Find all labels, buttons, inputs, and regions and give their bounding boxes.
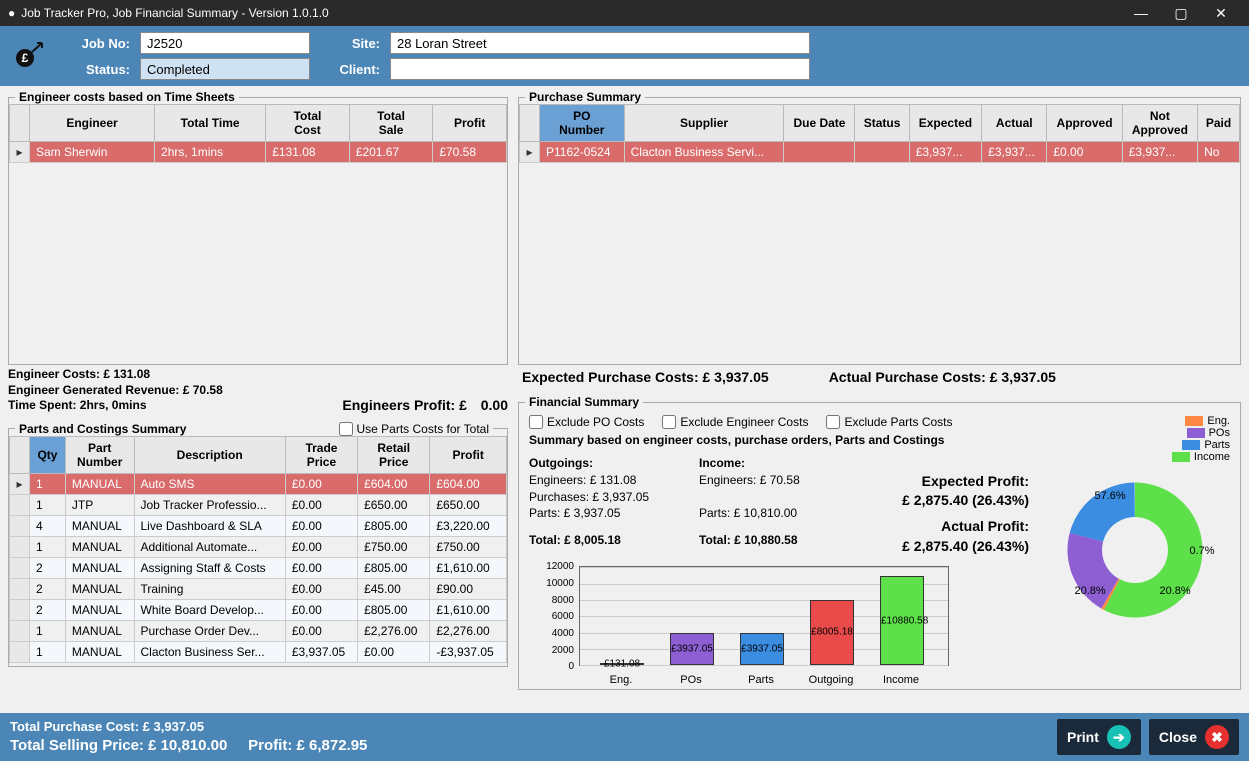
in-engineers: Engineers: £ 70.58 [699, 472, 869, 489]
engineer-col-header[interactable]: Engineer [30, 105, 155, 142]
close-icon[interactable]: ✕ [1201, 5, 1241, 22]
engineer-col-header[interactable]: TotalSale [349, 105, 433, 142]
table-row[interactable]: 1MANUALAdditional Automate...£0.00£750.0… [10, 536, 507, 557]
actual-profit-label: Actual Profit: [869, 517, 1029, 537]
purchase-table[interactable]: PONumberSupplierDue DateStatusExpectedAc… [519, 104, 1240, 163]
status-input[interactable] [140, 58, 310, 80]
income-header: Income: [699, 455, 869, 472]
expected-profit-label: Expected Profit: [869, 472, 1029, 492]
site-input[interactable] [390, 32, 810, 54]
purchase-col-header[interactable]: Expected [909, 105, 981, 142]
parts-col-header[interactable]: Qty [30, 436, 66, 473]
footer-purchase-cost: Total Purchase Cost: £ 3,937.05 [10, 719, 367, 736]
table-row[interactable]: 2MANUALWhite Board Develop...£0.00£805.0… [10, 599, 507, 620]
print-button[interactable]: Print ➔ [1057, 719, 1141, 755]
client-label: Client: [320, 62, 380, 77]
engineer-profit-label: Engineers Profit: £ [342, 397, 466, 413]
header-bar: £ Job No: Site: Status: Client: [0, 26, 1249, 86]
table-row[interactable]: 2MANUALTraining£0.00£45.00£90.00 [10, 578, 507, 599]
purchase-col-header[interactable]: Due Date [784, 105, 855, 142]
titlebar: ● Job Tracker Pro, Job Financial Summary… [0, 0, 1249, 26]
client-input[interactable] [390, 58, 810, 80]
parts-col-header[interactable]: RetailPrice [358, 436, 430, 473]
bar-chart: £131.08£3937.05£3937.05£8005.18£10880.58… [529, 566, 949, 686]
engineer-time-text: Time Spent: 2hrs, 0mins [8, 398, 223, 414]
table-row[interactable]: ▸P1162-0524Clacton Business Servi...£3,9… [520, 142, 1240, 163]
actual-profit-value: £ 2,875.40 (26.43%) [869, 537, 1029, 557]
purchase-col-header[interactable]: Paid [1198, 105, 1240, 142]
parts-panel: Parts and Costings Summary Use Parts Cos… [8, 422, 508, 667]
exclude-po-checkbox[interactable]: Exclude PO Costs [529, 415, 644, 429]
financial-panel-title: Financial Summary [525, 395, 643, 409]
parts-col-header[interactable]: TradePrice [285, 436, 357, 473]
in-parts: Parts: £ 10,810.00 [699, 505, 869, 522]
out-engineers: Engineers: £ 131.08 [529, 472, 699, 489]
parts-table[interactable]: QtyPartNumberDescriptionTradePriceRetail… [9, 436, 507, 663]
outgoings-header: Outgoings: [529, 455, 699, 472]
engineer-revenue-text: Engineer Generated Revenue: £ 70.58 [8, 383, 223, 399]
purchase-col-header[interactable]: PONumber [540, 105, 625, 142]
purchase-panel: Purchase Summary PONumberSupplierDue Dat… [518, 90, 1241, 365]
exclude-eng-checkbox[interactable]: Exclude Engineer Costs [662, 415, 808, 429]
jobno-label: Job No: [60, 36, 130, 51]
minimize-icon[interactable]: — [1121, 5, 1161, 21]
purchase-col-header[interactable]: Supplier [624, 105, 784, 142]
financial-panel: Financial Summary Exclude PO Costs Exclu… [518, 395, 1241, 690]
close-x-icon: ✖ [1205, 725, 1229, 749]
purchase-col-header[interactable]: Status [855, 105, 909, 142]
out-purchases: Purchases: £ 3,937.05 [529, 489, 699, 506]
table-row[interactable]: 4MANUALLive Dashboard & SLA£0.00£805.00£… [10, 515, 507, 536]
table-row[interactable]: 1MANUALPurchase Order Dev...£0.00£2,276.… [10, 620, 507, 641]
exclude-parts-checkbox[interactable]: Exclude Parts Costs [826, 415, 952, 429]
engineer-col-header[interactable]: Profit [433, 105, 507, 142]
parts-col-header[interactable]: Description [134, 436, 285, 473]
parts-col-header[interactable]: Profit [430, 436, 507, 473]
engineer-col-header[interactable]: Total Time [155, 105, 266, 142]
table-row[interactable]: ▸1MANUALAuto SMS£0.00£604.00£604.00 [10, 473, 507, 494]
engineer-costs-text: Engineer Costs: £ 131.08 [8, 367, 223, 383]
maximize-icon[interactable]: ▢ [1161, 5, 1201, 22]
engineer-panel-title: Engineer costs based on Time Sheets [15, 90, 239, 104]
app-logo-icon: £ [10, 36, 50, 76]
site-label: Site: [320, 36, 380, 51]
donut-chart-area: Eng.POsPartsIncome 57.6%0.7%20.8%20.8% [1039, 415, 1230, 686]
financial-desc: Summary based on engineer costs, purchas… [529, 433, 1029, 447]
engineer-panel: Engineer costs based on Time Sheets Engi… [8, 90, 508, 365]
purchase-col-header[interactable]: NotApproved [1122, 105, 1197, 142]
svg-text:£: £ [22, 51, 29, 65]
parts-panel-title: Parts and Costings Summary [19, 422, 186, 436]
total-outgoings: Total: £ 8,005.18 [529, 532, 699, 549]
actual-purchase-costs: Actual Purchase Costs: £ 3,937.05 [829, 369, 1056, 385]
expected-purchase-costs: Expected Purchase Costs: £ 3,937.05 [522, 369, 769, 385]
app-icon: ● [8, 6, 15, 20]
table-row[interactable]: 2MANUALAssigning Staff & Costs£0.00£805.… [10, 557, 507, 578]
table-row[interactable]: 1JTPJob Tracker Professio...£0.00£650.00… [10, 494, 507, 515]
footer-selling-price: Total Selling Price: £ 10,810.00 [10, 737, 227, 754]
status-label: Status: [60, 62, 130, 77]
close-button[interactable]: Close ✖ [1149, 719, 1239, 755]
engineer-table[interactable]: EngineerTotal TimeTotalCostTotalSaleProf… [9, 104, 507, 163]
engineer-profit-value: 0.00 [481, 397, 508, 413]
jobno-input[interactable] [140, 32, 310, 54]
engineer-col-header[interactable]: TotalCost [266, 105, 350, 142]
table-row[interactable]: 1MANUALClacton Business Ser...£3,937.05£… [10, 641, 507, 662]
total-income: Total: £ 10,880.58 [699, 532, 869, 549]
use-parts-costs-checkbox[interactable]: Use Parts Costs for Total [339, 422, 490, 436]
print-arrow-icon: ➔ [1107, 725, 1131, 749]
table-row[interactable]: ▸Sam Sherwin2hrs, 1mins£131.08£201.67£70… [10, 142, 507, 163]
out-parts: Parts: £ 3,937.05 [529, 505, 699, 522]
purchase-panel-title: Purchase Summary [525, 90, 645, 104]
window-title: Job Tracker Pro, Job Financial Summary -… [21, 6, 328, 20]
expected-profit-value: £ 2,875.40 (26.43%) [869, 491, 1029, 511]
purchase-col-header[interactable]: Approved [1047, 105, 1122, 142]
footer-bar: Total Purchase Cost: £ 3,937.05 Total Se… [0, 713, 1249, 761]
parts-col-header[interactable]: PartNumber [65, 436, 134, 473]
footer-profit: Profit: £ 6,872.95 [248, 737, 367, 754]
purchase-col-header[interactable]: Actual [982, 105, 1047, 142]
